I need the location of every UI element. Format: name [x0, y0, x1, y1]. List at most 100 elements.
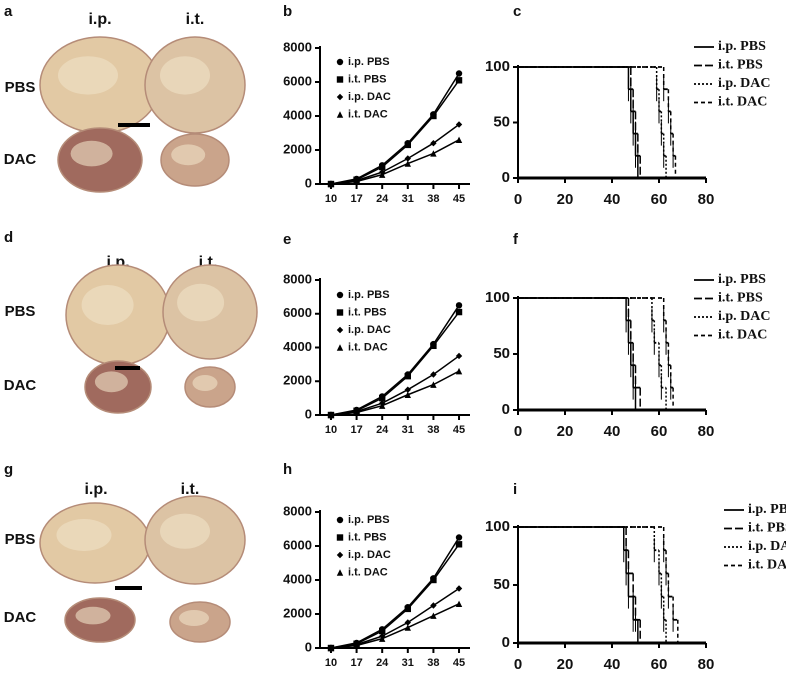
y-tick-label: 2000	[283, 141, 312, 156]
x-tick-label: 0	[514, 191, 522, 208]
x-tick-label: 60	[651, 191, 668, 208]
point	[378, 627, 386, 635]
y-tick-label: 2000	[283, 373, 312, 388]
x-tick-label: 20	[557, 423, 574, 440]
y-tick-label: 8000	[283, 271, 312, 286]
point	[353, 178, 360, 185]
point	[404, 141, 412, 149]
point	[455, 541, 463, 548]
point	[378, 394, 386, 402]
tumor-highlight	[160, 513, 210, 549]
legend-label: i.p. PBS	[348, 56, 390, 68]
x-tick-label: 60	[651, 656, 668, 673]
x-tick-label: 40	[604, 656, 621, 673]
point	[430, 371, 437, 378]
x-tick-label: 17	[350, 193, 362, 205]
tumor-highlight	[171, 144, 206, 166]
x-tick-label: 24	[376, 657, 389, 669]
point	[336, 291, 344, 299]
point	[353, 409, 360, 416]
point	[378, 402, 386, 409]
tumor-highlight	[81, 285, 134, 325]
point	[336, 93, 344, 101]
x-tick-label: 80	[698, 423, 715, 440]
legend-label: i.p. DAC	[748, 539, 786, 554]
point	[455, 121, 463, 128]
panel-label: i	[513, 481, 517, 498]
legend-label: i.t. PBS	[718, 58, 763, 73]
legend-label: i.p. DAC	[718, 309, 771, 324]
legend-label: i.t. DAC	[348, 566, 388, 578]
point	[404, 605, 412, 613]
y-tick-label: 100	[485, 289, 510, 306]
y-tick-label: 8000	[283, 503, 312, 518]
x-tick-label: 31	[402, 657, 414, 669]
point	[336, 309, 344, 316]
x-tick-label: 0	[514, 423, 522, 440]
x-tick-label: 17	[350, 424, 362, 436]
point	[378, 171, 386, 178]
panel-label: b	[283, 3, 292, 20]
row-label: PBS	[5, 79, 36, 96]
x-tick-label: 80	[698, 656, 715, 673]
legend-label: i.p. PBS	[718, 272, 766, 287]
y-tick-label: 6000	[283, 73, 312, 88]
column-label: i.p.	[88, 11, 111, 28]
point	[430, 150, 437, 157]
series-line	[330, 603, 460, 649]
point	[430, 602, 437, 609]
point	[378, 163, 386, 171]
x-tick-label: 38	[427, 193, 439, 205]
point	[455, 302, 463, 309]
legend-label: i.t. DAC	[718, 95, 767, 110]
y-tick-label: 50	[493, 345, 510, 362]
panel-label: g	[4, 461, 13, 478]
point	[336, 344, 344, 351]
legend-label: i.t. DAC	[718, 328, 767, 343]
point	[404, 155, 412, 162]
point	[455, 308, 463, 316]
x-tick-label: 20	[557, 656, 574, 673]
column-label: i.t.	[181, 481, 200, 498]
point	[430, 381, 437, 388]
legend-label: i.p. DAC	[718, 76, 771, 91]
legend-label: i.p. PBS	[718, 39, 766, 54]
x-tick-label: 45	[453, 657, 465, 669]
tumor-highlight	[179, 610, 209, 626]
point	[336, 58, 344, 66]
legend-label: i.p. PBS	[348, 289, 390, 301]
legend-label: i.t. DAC	[348, 108, 388, 120]
x-tick-label: 40	[604, 423, 621, 440]
panel-label: a	[4, 3, 13, 20]
legend-label: i.p. PBS	[748, 502, 786, 517]
x-tick-label: 38	[427, 424, 439, 436]
point	[378, 635, 386, 642]
y-tick-label: 6000	[283, 305, 312, 320]
tumor-highlight	[58, 56, 118, 95]
legend-label: i.p. DAC	[348, 549, 391, 561]
legend-label: i.t. PBS	[348, 306, 387, 318]
tumor-highlight	[192, 375, 218, 391]
y-tick-label: 0	[502, 401, 510, 418]
column-label: i.p.	[84, 481, 107, 498]
series-line	[330, 304, 460, 416]
point	[404, 372, 412, 380]
point	[404, 624, 412, 631]
panel-label: d	[4, 229, 13, 246]
legend-label: i.p. DAC	[348, 91, 391, 103]
point	[336, 534, 344, 541]
point	[430, 576, 437, 584]
y-tick-label: 0	[305, 175, 312, 190]
y-tick-label: 4000	[283, 571, 312, 586]
point	[455, 585, 463, 592]
point	[404, 160, 412, 167]
x-tick-label: 31	[402, 193, 414, 205]
tumor-highlight	[177, 283, 225, 322]
panel-label: h	[283, 461, 292, 478]
point	[404, 619, 412, 626]
y-tick-label: 0	[305, 639, 312, 654]
point	[430, 140, 437, 147]
x-tick-label: 38	[427, 657, 439, 669]
legend-label: i.t. PBS	[348, 531, 387, 543]
